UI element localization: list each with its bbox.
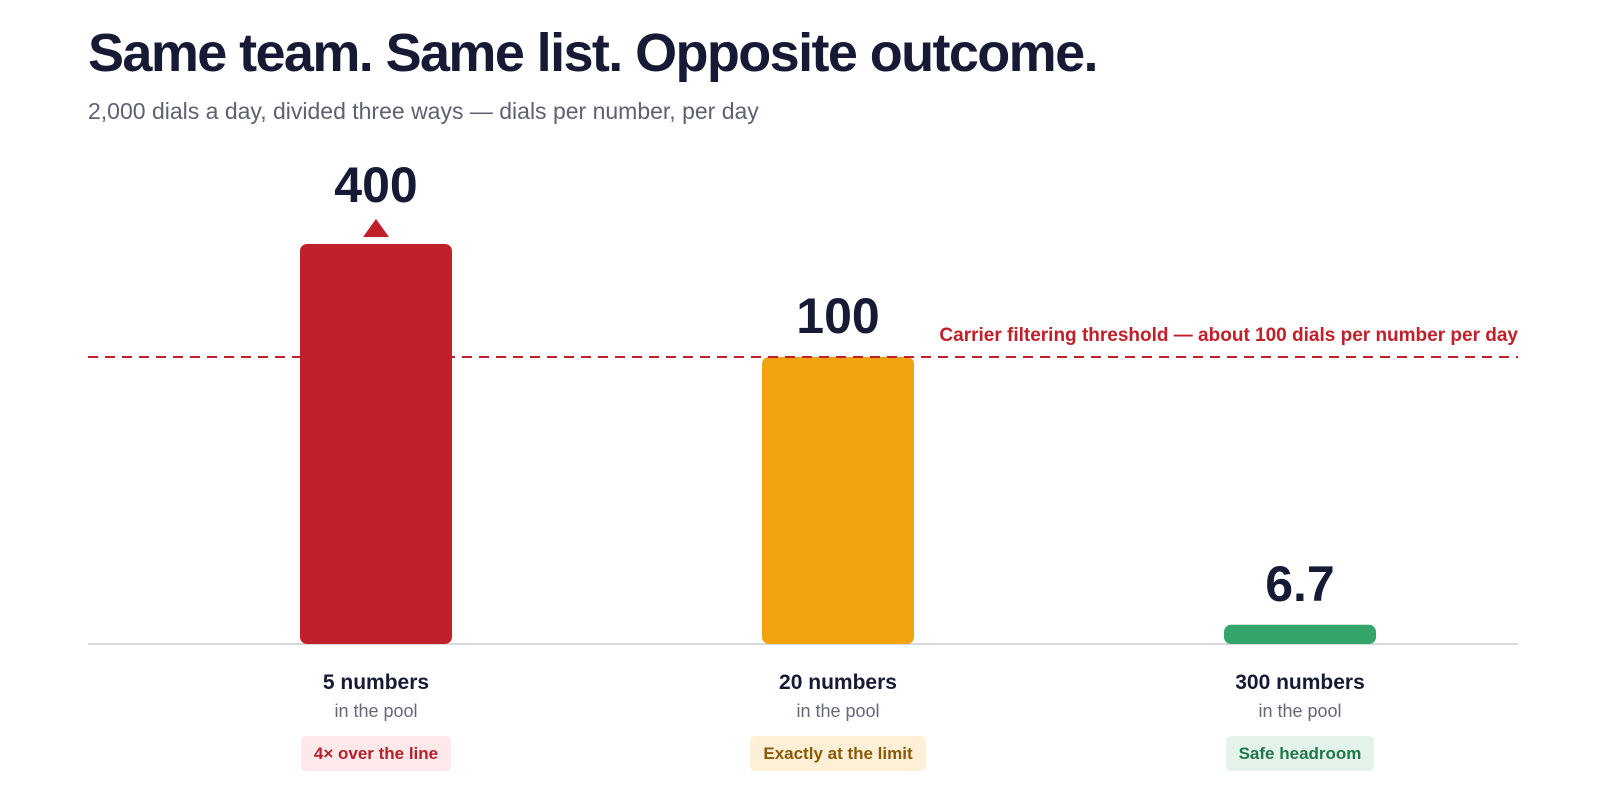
category-name-2: 20 numbers bbox=[779, 671, 897, 694]
threshold-label: Carrier filtering threshold — about 100 … bbox=[939, 325, 1518, 346]
bar-value-label-1: 400 bbox=[334, 157, 417, 213]
status-badge-3: Safe headroom bbox=[1225, 736, 1375, 771]
category-2: 20 numbers in the pool Exactly at the limi… bbox=[708, 670, 968, 771]
category-sublabel-1: in the pool bbox=[334, 701, 418, 721]
chart-title: Same team. Same list. Opposite outcome. bbox=[88, 23, 1099, 83]
category-3: 300 numbers in the pool Safe headroom bbox=[1170, 670, 1430, 771]
status-badge-2: Exactly at the limit bbox=[750, 736, 926, 771]
bar-value-label-2: 100 bbox=[796, 288, 879, 344]
category-sublabel-2: in the pool bbox=[796, 701, 880, 721]
chart-subtitle: 2,000 dials a day, divided three ways — … bbox=[88, 98, 759, 124]
bar-3 bbox=[1224, 624, 1376, 644]
category-name-1: 5 numbers bbox=[322, 671, 430, 694]
category-sublabel-3: in the pool bbox=[1258, 701, 1342, 721]
status-badge-1: 4× over the line bbox=[300, 736, 452, 771]
bar-value-label-3: 6.7 bbox=[1265, 556, 1335, 612]
category-1: 5 numbers in the pool 4× over the line bbox=[246, 670, 506, 771]
overflow-arrow-marker bbox=[363, 219, 389, 237]
category-name-3: 300 numbers bbox=[1235, 671, 1365, 694]
bar-2 bbox=[762, 357, 914, 644]
bar-1 bbox=[300, 244, 452, 644]
